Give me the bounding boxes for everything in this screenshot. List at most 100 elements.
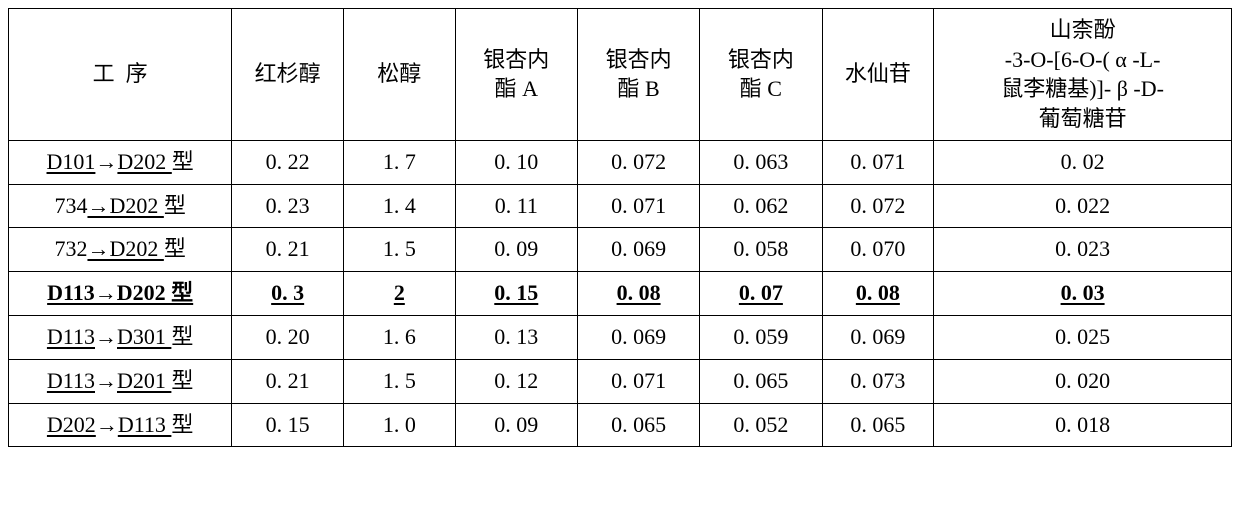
value-text: 0. 15 bbox=[494, 280, 538, 305]
value-cell: 0. 15 bbox=[232, 403, 344, 447]
value-cell: 1. 0 bbox=[343, 403, 455, 447]
value-cell: 0. 058 bbox=[700, 228, 822, 272]
header-c7-line3: 鼠李糖基)]- β -D- bbox=[1001, 76, 1164, 101]
header-c3: 银杏内 酯 A bbox=[455, 9, 577, 141]
header-row: 工序 红杉醇 松醇 银杏内 酯 A 银杏内 酯 B 银杏内 酯 C 水仙苷 山柰… bbox=[9, 9, 1232, 141]
proc-segment: D113 bbox=[47, 368, 95, 393]
value-cell: 0. 069 bbox=[577, 315, 699, 359]
value-text: 0. 071 bbox=[611, 368, 666, 393]
proc-segment: D202 bbox=[117, 149, 171, 174]
value-text: 0. 071 bbox=[850, 149, 905, 174]
proc-segment: D201 bbox=[117, 368, 171, 393]
proc-segment: D113 bbox=[47, 324, 95, 349]
value-text: 1. 6 bbox=[383, 324, 416, 349]
value-cell: 0. 23 bbox=[232, 184, 344, 228]
value-cell: 1. 5 bbox=[343, 228, 455, 272]
value-cell: 0. 21 bbox=[232, 228, 344, 272]
value-cell: 0. 072 bbox=[822, 184, 934, 228]
value-text: 0. 070 bbox=[850, 236, 905, 261]
value-cell: 0. 059 bbox=[700, 315, 822, 359]
table-header: 工序 红杉醇 松醇 银杏内 酯 A 银杏内 酯 B 银杏内 酯 C 水仙苷 山柰… bbox=[9, 9, 1232, 141]
value-text: 0. 069 bbox=[611, 236, 666, 261]
value-cell: 2 bbox=[343, 272, 455, 316]
value-text: 0. 10 bbox=[494, 149, 538, 174]
proc-segment: 734 bbox=[54, 193, 87, 218]
proc-segment: D202 bbox=[47, 412, 96, 437]
value-text: 1. 0 bbox=[383, 412, 416, 437]
value-cell: 0. 09 bbox=[455, 228, 577, 272]
header-c5: 银杏内 酯 C bbox=[700, 9, 822, 141]
value-cell: 0. 10 bbox=[455, 140, 577, 184]
value-text: 0. 08 bbox=[617, 280, 661, 305]
value-cell: 0. 071 bbox=[577, 359, 699, 403]
proc-cell: D113→D202 型 bbox=[9, 272, 232, 316]
value-cell: 0. 065 bbox=[577, 403, 699, 447]
value-text: 0. 062 bbox=[733, 193, 788, 218]
table-row: D202→D113 型0. 151. 00. 090. 0650. 0520. … bbox=[9, 403, 1232, 447]
value-cell: 0. 07 bbox=[700, 272, 822, 316]
proc-cell: D113→D301 型 bbox=[9, 315, 232, 359]
proc-cell: D113→D201 型 bbox=[9, 359, 232, 403]
value-cell: 0. 15 bbox=[455, 272, 577, 316]
value-cell: 0. 03 bbox=[934, 272, 1232, 316]
header-c7: 山柰酚 -3-O-[6-O-( α -L- 鼠李糖基)]- β -D- 葡萄糖苷 bbox=[934, 9, 1232, 141]
value-text: 0. 020 bbox=[1055, 368, 1110, 393]
value-cell: 0. 023 bbox=[934, 228, 1232, 272]
value-text: 0. 058 bbox=[733, 236, 788, 261]
proc-segment: D101 bbox=[47, 149, 96, 174]
value-cell: 0. 052 bbox=[700, 403, 822, 447]
value-text: 0. 025 bbox=[1055, 324, 1110, 349]
proc-segment: → bbox=[96, 412, 118, 437]
value-cell: 0. 08 bbox=[822, 272, 934, 316]
proc-segment: → bbox=[95, 324, 117, 349]
value-cell: 0. 069 bbox=[577, 228, 699, 272]
proc-segment: → bbox=[95, 149, 117, 174]
table-row: D113→D301 型0. 201. 60. 130. 0690. 0590. … bbox=[9, 315, 1232, 359]
value-cell: 0. 071 bbox=[577, 184, 699, 228]
value-text: 0. 023 bbox=[1055, 236, 1110, 261]
value-text: 0. 059 bbox=[733, 324, 788, 349]
value-cell: 0. 065 bbox=[822, 403, 934, 447]
value-text: 0. 071 bbox=[611, 193, 666, 218]
value-cell: 0. 069 bbox=[822, 315, 934, 359]
header-c7-line2: -3-O-[6-O-( α -L- bbox=[1005, 47, 1161, 72]
header-c2: 松醇 bbox=[343, 9, 455, 141]
value-text: 0. 022 bbox=[1055, 193, 1110, 218]
proc-segment: D301 bbox=[117, 324, 171, 349]
value-text: 1. 5 bbox=[383, 236, 416, 261]
value-text: 0. 07 bbox=[739, 280, 783, 305]
value-text: 0. 02 bbox=[1061, 149, 1105, 174]
value-cell: 0. 070 bbox=[822, 228, 934, 272]
value-text: 0. 069 bbox=[850, 324, 905, 349]
header-c1: 红杉醇 bbox=[232, 9, 344, 141]
value-text: 0. 072 bbox=[611, 149, 666, 174]
value-text: 0. 063 bbox=[733, 149, 788, 174]
value-text: 0. 09 bbox=[494, 412, 538, 437]
value-text: 0. 21 bbox=[266, 236, 310, 261]
value-text: 2 bbox=[394, 280, 405, 305]
value-text: 0. 09 bbox=[494, 236, 538, 261]
value-cell: 0. 018 bbox=[934, 403, 1232, 447]
table-body: D101→D202 型0. 221. 70. 100. 0720. 0630. … bbox=[9, 140, 1232, 447]
value-cell: 0. 022 bbox=[934, 184, 1232, 228]
value-text: 0. 15 bbox=[266, 412, 310, 437]
value-cell: 0. 062 bbox=[700, 184, 822, 228]
value-cell: 0. 13 bbox=[455, 315, 577, 359]
value-cell: 0. 22 bbox=[232, 140, 344, 184]
table-row: D101→D202 型0. 221. 70. 100. 0720. 0630. … bbox=[9, 140, 1232, 184]
value-text: 0. 065 bbox=[850, 412, 905, 437]
value-text: 1. 5 bbox=[383, 368, 416, 393]
value-cell: 0. 025 bbox=[934, 315, 1232, 359]
proc-segment: →D202 bbox=[87, 193, 163, 218]
value-text: 0. 073 bbox=[850, 368, 905, 393]
value-text: 0. 20 bbox=[266, 324, 310, 349]
header-c4-line1: 银杏内 bbox=[606, 47, 672, 72]
header-c3-line1: 银杏内 bbox=[483, 47, 549, 72]
value-cell: 0. 11 bbox=[455, 184, 577, 228]
value-text: 0. 08 bbox=[856, 280, 900, 305]
proc-segment: 型 bbox=[171, 324, 193, 349]
value-text: 0. 23 bbox=[266, 193, 310, 218]
proc-cell: D101→D202 型 bbox=[9, 140, 232, 184]
value-text: 1. 4 bbox=[383, 193, 416, 218]
proc-segment: D113 bbox=[118, 412, 172, 437]
